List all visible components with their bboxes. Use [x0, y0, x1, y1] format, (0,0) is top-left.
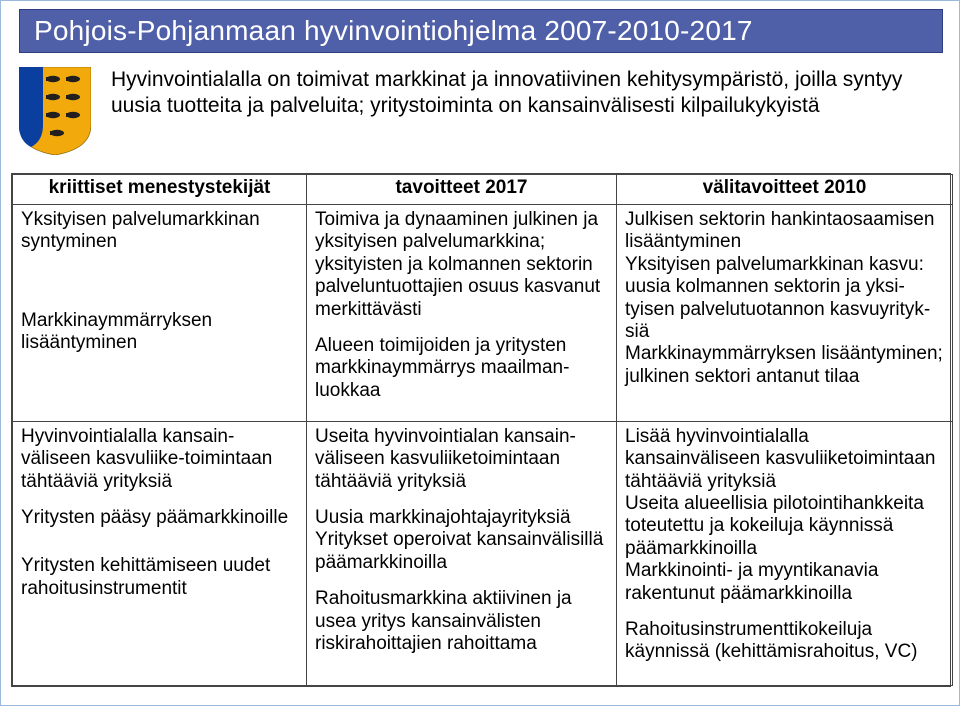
col-header-goals2010: välitavoitteet 2010 — [617, 175, 953, 205]
cell-goals2017-1: Toimiva ja dynaaminen julkinen ja yksity… — [307, 205, 617, 422]
cell-text: Yksityisen palvelumarkkinan syntyminen — [21, 209, 298, 254]
slide-frame: Pohjois-Pohjanmaan hyvinvointiohjelma 20… — [0, 0, 960, 706]
cell-text: Alueen toimijoiden ja yritysten markkina… — [315, 335, 608, 402]
cell-text: Useita hyvinvointialan kansain-väliseen … — [315, 426, 608, 493]
table-header-row: kriittiset menestystekijät tavoitteet 20… — [13, 175, 953, 205]
cell-text: Hyvinvointialalla kansain-väliseen kasvu… — [21, 426, 298, 493]
cell-text: Rahoitusmarkkina aktiivinen ja usea yrit… — [315, 588, 608, 655]
cell-text: Yritysten pääsy päämarkkinoille — [21, 507, 298, 529]
cell-text: Toimiva ja dynaaminen julkinen ja yksity… — [315, 209, 608, 321]
region-crest-icon — [19, 67, 91, 155]
cell-goals2010-2: Lisää hyvinvointialalla kansainväliseen … — [617, 421, 953, 685]
cell-factors-2: Hyvinvointialalla kansain-väliseen kasvu… — [13, 421, 307, 685]
cell-factors-1: Yksityisen palvelumarkkinan syntyminen M… — [13, 205, 307, 422]
cell-text: Julkisen sektorin hankintaosaamisen lisä… — [625, 209, 944, 254]
cell-goals2010-1: Julkisen sektorin hankintaosaamisen lisä… — [617, 205, 953, 422]
cell-text: Yritysten kehittämiseen uudet rahoitusin… — [21, 555, 298, 600]
table-row: Yksityisen palvelumarkkinan syntyminen M… — [13, 205, 953, 422]
cell-text: Markkinaymmärryksen lisääntyminen — [21, 310, 298, 355]
cell-text: Yksityisen palvelumarkkinan kasvu: uusia… — [625, 254, 944, 344]
cell-text: Yritykset operoivat kansainvälisillä pää… — [315, 529, 608, 574]
table-row: Hyvinvointialalla kansain-väliseen kasvu… — [13, 421, 953, 685]
strategy-table: kriittiset menestystekijät tavoitteet 20… — [11, 173, 951, 687]
intro-paragraph: Hyvinvointialalla on toimivat markkinat … — [111, 67, 911, 118]
cell-text: Useita alueellisia pilotointihankkeita t… — [625, 493, 944, 560]
cell-goals2017-2: Useita hyvinvointialan kansain-väliseen … — [307, 421, 617, 685]
cell-text: Markkinaymmärryksen lisääntyminen; julki… — [625, 343, 944, 388]
col-header-factors: kriittiset menestystekijät — [13, 175, 307, 205]
title-band: Pohjois-Pohjanmaan hyvinvointiohjelma 20… — [19, 9, 943, 53]
slide-title: Pohjois-Pohjanmaan hyvinvointiohjelma 20… — [34, 15, 753, 47]
cell-text: Lisää hyvinvointialalla kansainväliseen … — [625, 426, 944, 493]
cell-text: Uusia markkinajohtajayrityksiä — [315, 507, 608, 529]
cell-text: Rahoitusinstrumenttikokeiluja käynnissä … — [625, 619, 944, 664]
col-header-goals2017: tavoitteet 2017 — [307, 175, 617, 205]
cell-text: Markkinointi- ja myyntikanavia rakentunu… — [625, 560, 944, 605]
